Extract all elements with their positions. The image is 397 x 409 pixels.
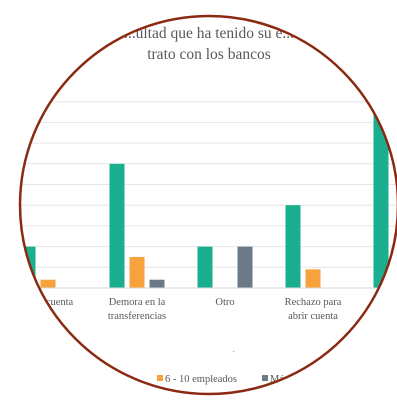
bar-series-2-cat-1 xyxy=(149,279,165,288)
bar-series-2-cat-2 xyxy=(237,246,253,288)
bar-series-0-cat-0 xyxy=(20,246,36,288)
stray-dot-mark: · xyxy=(232,347,235,358)
bar-series-1-cat-0 xyxy=(40,279,56,288)
bar-series-0-cat-1 xyxy=(109,163,125,288)
chart-title-line: ...ultad que ha tenido su e... xyxy=(124,25,294,42)
magnifier-ring xyxy=(18,14,397,396)
chart-title-line: trato con los bancos xyxy=(147,46,271,63)
bar-series-0-cat-3 xyxy=(285,205,301,288)
x-tick-label: transferencias xyxy=(108,311,166,322)
bar-series-1-cat-1 xyxy=(129,256,145,288)
bar-series-0-cat-2 xyxy=(197,246,213,288)
legend-label-series-1: 6 - 10 empleados xyxy=(165,374,237,385)
chart-title: ...ultad que ha tenido su e... trato con … xyxy=(124,25,294,63)
x-tick-label: Demora en la xyxy=(109,297,166,308)
x-tick-label: Rechazo para xyxy=(285,297,342,308)
x-tick-label: abrir cuenta xyxy=(288,311,338,322)
bar-series-0-cat-4 xyxy=(373,105,389,288)
legend-swatch-series-2 xyxy=(262,375,268,381)
bar-series-1-cat-3 xyxy=(305,269,321,288)
legend-swatch-series-1 xyxy=(157,375,163,381)
x-tick-label: Otro xyxy=(215,297,234,308)
